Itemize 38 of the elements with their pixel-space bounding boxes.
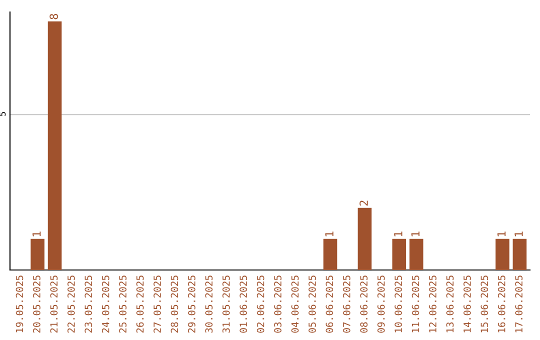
x-tick-label: 12.06.2025: [429, 276, 436, 332]
x-tick-label: 10.06.2025: [394, 276, 402, 332]
x-tick-label: 15.06.2025: [480, 276, 488, 332]
x-tick-label: 01.06.2025: [240, 276, 248, 333]
x-tick-label: 22.05.2025: [67, 276, 75, 333]
x-tick-label: 05.06.2025: [308, 276, 316, 333]
x-tick-label: 29.05.2025: [188, 276, 196, 333]
data-label: 1: [411, 232, 420, 236]
x-tick-label: 02.06.2025: [256, 276, 264, 333]
data-label: 1: [514, 232, 523, 236]
data-label: 1: [497, 232, 506, 236]
x-tick-label: 04.06.2025: [291, 276, 299, 333]
data-label: 2: [360, 200, 368, 206]
x-tick-label: 09.06.2025: [377, 276, 385, 333]
data-label: 1: [325, 232, 334, 236]
x-tick-label: 31.05.2025: [222, 276, 230, 333]
x-tick-label: 28.05.2025: [170, 276, 178, 333]
x-tick-label: 19.05.2025: [16, 276, 24, 332]
x-tick-label: 07.06.2025: [342, 276, 350, 333]
x-tick-label: 25.05.2025: [119, 276, 126, 333]
data-label: 8: [50, 14, 58, 20]
x-tick-label: 30.05.2025: [205, 276, 213, 333]
x-tick-label: 20.05.2025: [33, 276, 40, 333]
x-tick-label: 21.05.2025: [50, 276, 58, 333]
x-tick-label: 23.05.2025: [84, 276, 92, 333]
x-tick-label: 08.06.2025: [360, 276, 368, 333]
x-tick-label: 27.05.2025: [154, 276, 161, 333]
x-tick-label: 26.05.2025: [136, 276, 144, 333]
x-tick-label: 14.06.2025: [464, 276, 471, 332]
x-tick-label: 13.06.2025: [446, 276, 454, 332]
x-tick-label: 16.06.2025: [498, 276, 506, 332]
x-tick-label: 24.05.2025: [102, 276, 110, 333]
x-tick-label: 11.06.2025: [412, 276, 420, 332]
data-label: 1: [394, 232, 402, 236]
x-tick-label: 06.06.2025: [326, 276, 334, 333]
x-tick-label: 03.06.2025: [274, 276, 282, 333]
data-label: 1: [32, 232, 41, 236]
x-tick-label: 17.06.2025: [515, 276, 523, 332]
